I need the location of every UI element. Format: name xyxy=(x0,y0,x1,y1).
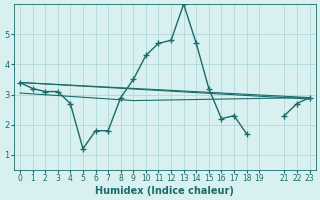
X-axis label: Humidex (Indice chaleur): Humidex (Indice chaleur) xyxy=(95,186,234,196)
